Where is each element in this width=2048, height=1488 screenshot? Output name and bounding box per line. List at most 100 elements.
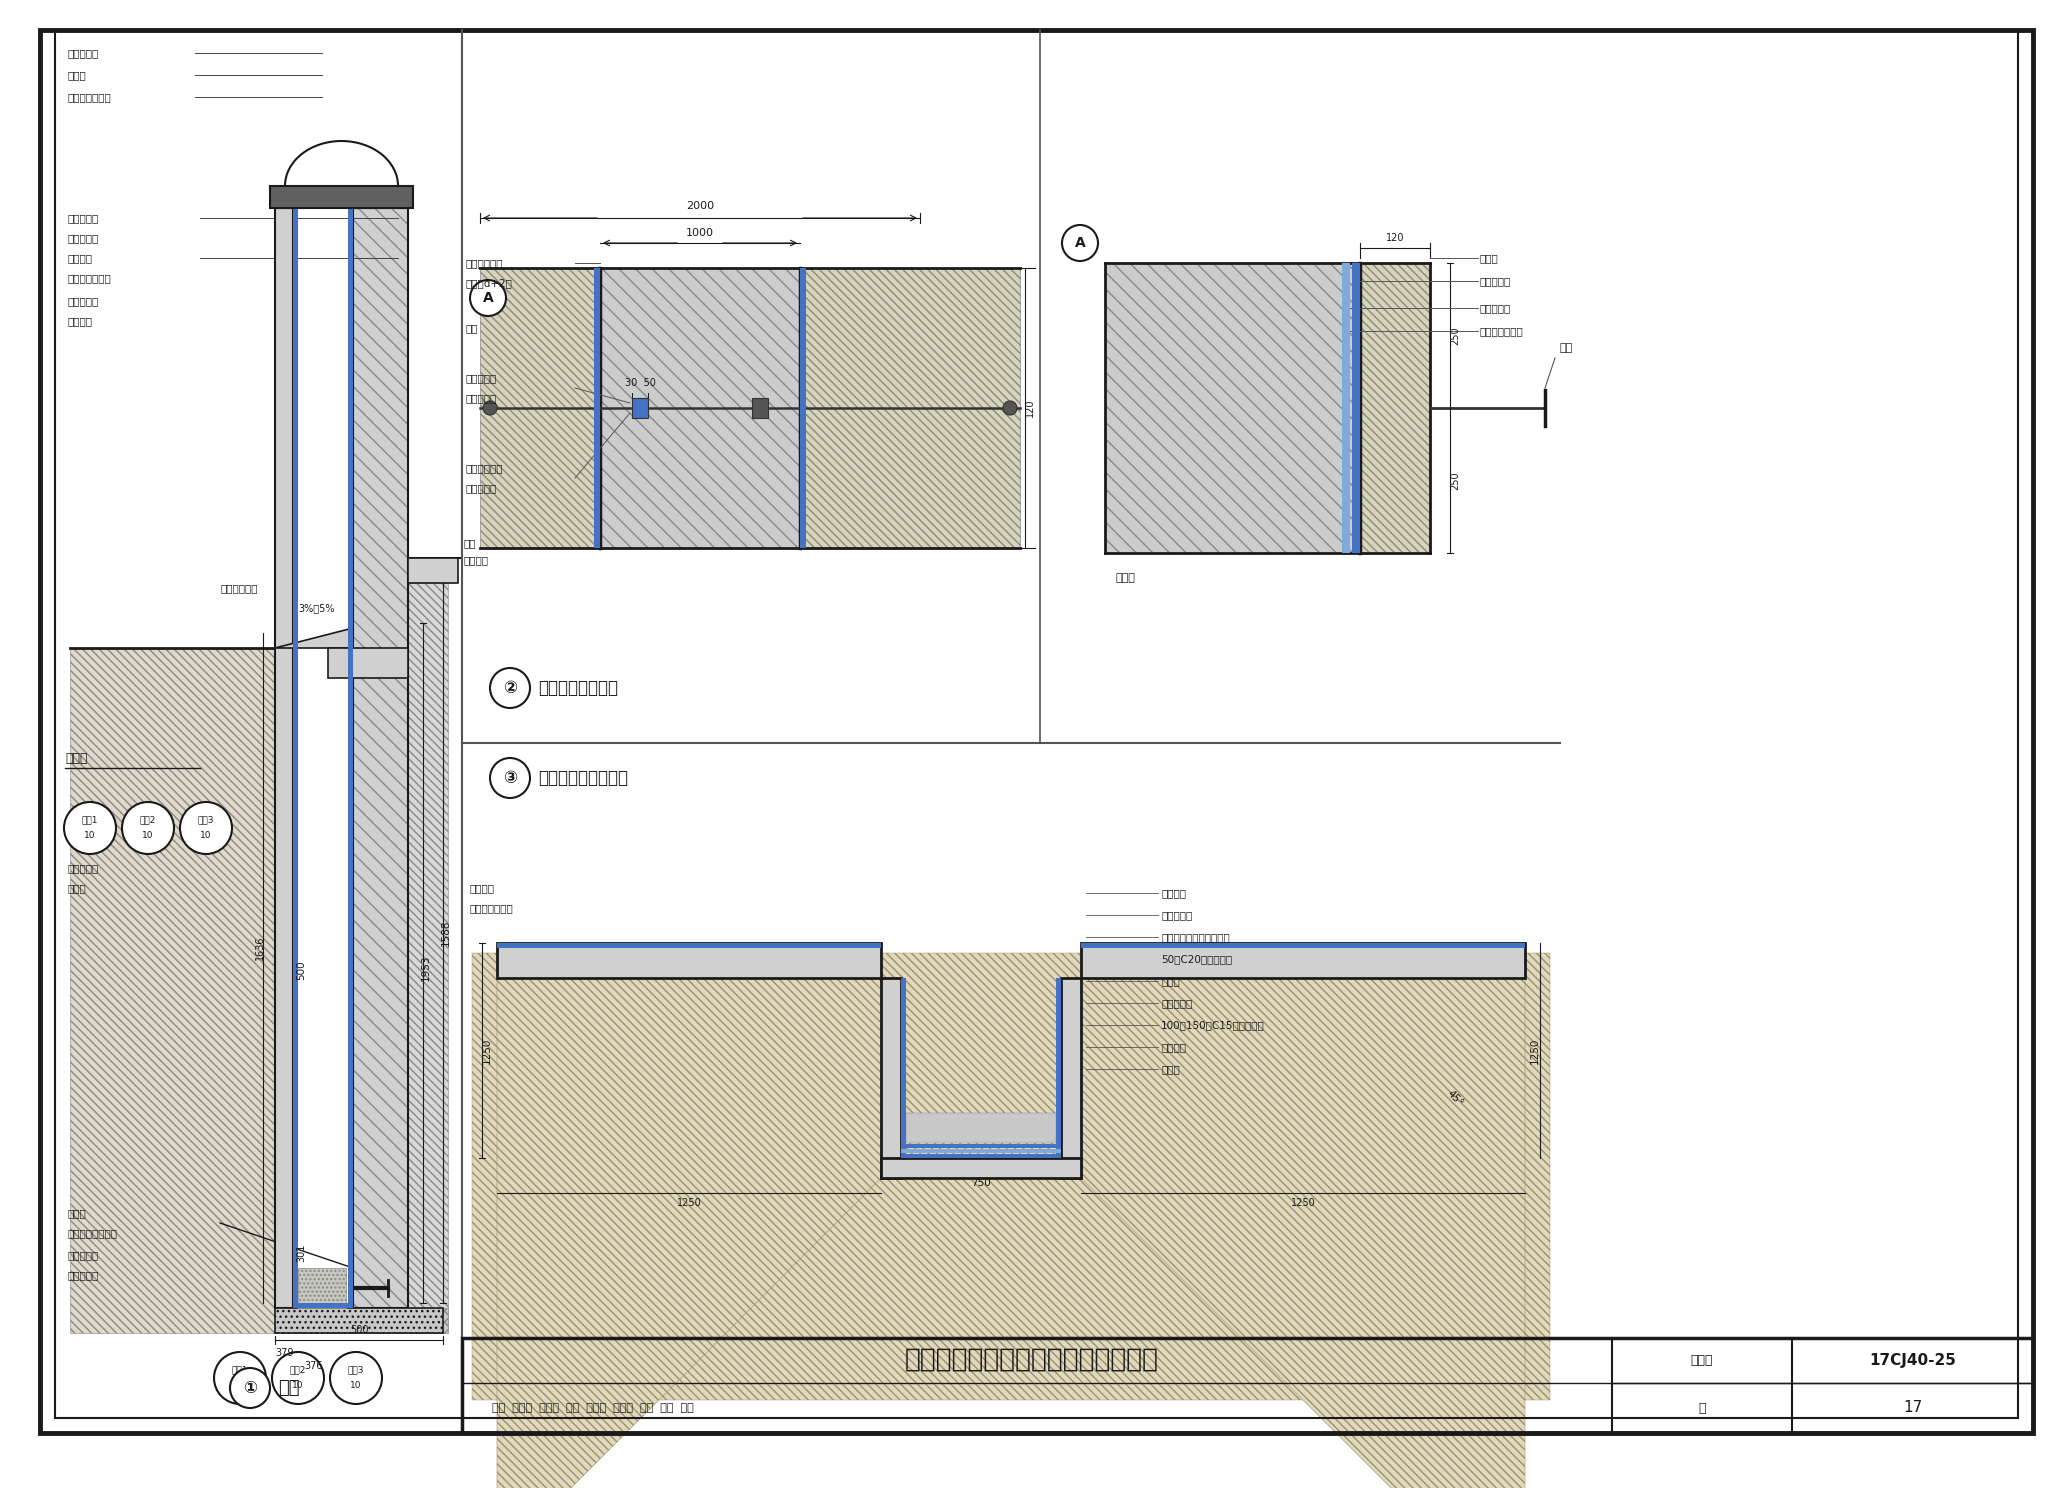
- Bar: [901, 1149, 1061, 1153]
- Text: 保护墙: 保护墙: [1481, 253, 1499, 263]
- Circle shape: [483, 400, 498, 415]
- Text: 侧墙2: 侧墙2: [139, 815, 156, 824]
- Text: 防水加强层: 防水加强层: [1161, 998, 1192, 1007]
- Text: 30  50: 30 50: [625, 378, 655, 388]
- Bar: [293, 208, 299, 1308]
- Bar: [498, 943, 881, 978]
- Bar: [471, 952, 1550, 1400]
- Text: 1250: 1250: [676, 1198, 700, 1208]
- Text: 密封胶密封: 密封胶密封: [68, 863, 98, 873]
- Text: 防水加强层: 防水加强层: [1481, 304, 1511, 312]
- Bar: [463, 1338, 2034, 1433]
- Bar: [1081, 943, 1526, 978]
- Text: 1636: 1636: [256, 936, 264, 960]
- Polygon shape: [274, 628, 352, 647]
- Text: 见具体工程设计: 见具体工程设计: [68, 272, 113, 283]
- Text: 坑槽盖板: 坑槽盖板: [1161, 888, 1186, 897]
- Text: 侧墙1: 侧墙1: [82, 815, 98, 824]
- Text: 120: 120: [1386, 234, 1405, 243]
- Text: 地下室坑槽防水构造: 地下室坑槽防水构造: [539, 769, 629, 787]
- Bar: [274, 208, 293, 1308]
- Bar: [1360, 263, 1430, 554]
- Text: （内径d+2）: （内径d+2）: [465, 278, 512, 289]
- Bar: [594, 268, 600, 548]
- Bar: [270, 186, 414, 208]
- Text: 的防水处理: 的防水处理: [465, 393, 496, 403]
- Text: 审核  李梅玲  合仙份  校对  位素娟  住素痕  设计  张筠  叙告: 审核 李梅玲 合仙份 校对 位素娟 住素痕 设计 张筠 叙告: [492, 1403, 694, 1414]
- Bar: [299, 1303, 348, 1308]
- Circle shape: [330, 1353, 383, 1405]
- Text: 窗井: 窗井: [279, 1379, 299, 1397]
- Text: 见具体工程设计: 见具体工程设计: [469, 903, 514, 914]
- Bar: [1352, 263, 1360, 554]
- Text: 250: 250: [1450, 472, 1460, 490]
- Text: 500: 500: [350, 1324, 369, 1335]
- Text: ①: ①: [244, 1379, 258, 1397]
- Text: 120: 120: [1024, 399, 1034, 417]
- Text: 侧墙防水层: 侧墙防水层: [68, 1250, 98, 1260]
- Bar: [498, 943, 881, 948]
- Text: 50厚C20细石混凝土: 50厚C20细石混凝土: [1161, 954, 1233, 964]
- Text: 坑槽尺寸: 坑槽尺寸: [469, 882, 496, 893]
- Circle shape: [63, 802, 117, 854]
- Text: 工程设计: 工程设计: [68, 315, 92, 326]
- Bar: [901, 1155, 1061, 1158]
- Text: 见具体工程设计: 见具体工程设计: [68, 92, 113, 103]
- Circle shape: [213, 1353, 266, 1405]
- Text: A: A: [1075, 237, 1085, 250]
- Text: 500: 500: [297, 961, 305, 981]
- Text: 排入室外排水系统: 排入室外排水系统: [68, 1228, 119, 1238]
- Text: 水泥钉固定: 水泥钉固定: [68, 234, 98, 243]
- Bar: [881, 1158, 1081, 1178]
- Text: 螺栓拆除后: 螺栓拆除后: [465, 373, 496, 382]
- Bar: [881, 978, 901, 1178]
- Text: 防水层: 防水层: [1161, 976, 1180, 987]
- Text: 10: 10: [293, 1381, 303, 1390]
- Circle shape: [123, 802, 174, 854]
- Bar: [408, 583, 449, 1308]
- Circle shape: [272, 1353, 324, 1405]
- Bar: [352, 208, 408, 1308]
- Text: 1250: 1250: [481, 1037, 492, 1064]
- Text: 1588: 1588: [440, 920, 451, 946]
- Text: 3%～5%: 3%～5%: [299, 603, 334, 613]
- Text: 侧墙1: 侧墙1: [231, 1366, 248, 1375]
- Text: 侧墙3: 侧墙3: [348, 1366, 365, 1375]
- Text: 窗井、穿墙螺栓、坑槽防水构造做法: 窗井、穿墙螺栓、坑槽防水构造做法: [905, 1347, 1159, 1373]
- Text: 10: 10: [201, 832, 211, 841]
- Text: 聚合物砂浆封堵: 聚合物砂浆封堵: [1481, 326, 1524, 336]
- Text: 地基土: 地基土: [1161, 1064, 1180, 1074]
- Bar: [348, 208, 352, 1308]
- Text: 图集号: 图集号: [1692, 1354, 1714, 1366]
- Text: ③: ③: [504, 769, 516, 787]
- Bar: [299, 1268, 346, 1308]
- Text: 聚苯板: 聚苯板: [68, 882, 86, 893]
- Text: 迎水面: 迎水面: [1114, 573, 1135, 583]
- Circle shape: [489, 757, 530, 798]
- Bar: [633, 397, 647, 418]
- Text: 17: 17: [1903, 1400, 1923, 1415]
- Text: 防水加强层: 防水加强层: [68, 1269, 98, 1280]
- Text: 侧墙2: 侧墙2: [291, 1366, 307, 1375]
- Circle shape: [1063, 225, 1098, 260]
- Bar: [70, 647, 274, 1333]
- Text: 376: 376: [305, 1362, 324, 1370]
- Text: 模板: 模板: [465, 323, 477, 333]
- Text: 250: 250: [1450, 326, 1460, 345]
- Circle shape: [469, 280, 506, 315]
- Circle shape: [180, 802, 231, 854]
- Bar: [801, 268, 807, 548]
- Text: 丁基胶粘接: 丁基胶粘接: [465, 484, 496, 493]
- Text: 侧墙3: 侧墙3: [199, 815, 215, 824]
- Text: 现浇防水混凝土坑槽底板: 现浇防水混凝土坑槽底板: [1161, 931, 1229, 942]
- Text: 10: 10: [84, 832, 96, 841]
- Text: 侧墙防水层: 侧墙防水层: [1481, 275, 1511, 286]
- Text: 1000: 1000: [686, 228, 715, 238]
- Text: 成品膨胀环，: 成品膨胀环，: [465, 463, 502, 473]
- Text: 散水见具体: 散水见具体: [68, 296, 98, 307]
- Text: 室内: 室内: [463, 539, 475, 548]
- Text: 螺栓: 螺栓: [1561, 344, 1573, 353]
- Text: ②: ②: [504, 679, 516, 696]
- Bar: [1341, 263, 1350, 554]
- Text: 室外地坪标高: 室外地坪标高: [221, 583, 258, 594]
